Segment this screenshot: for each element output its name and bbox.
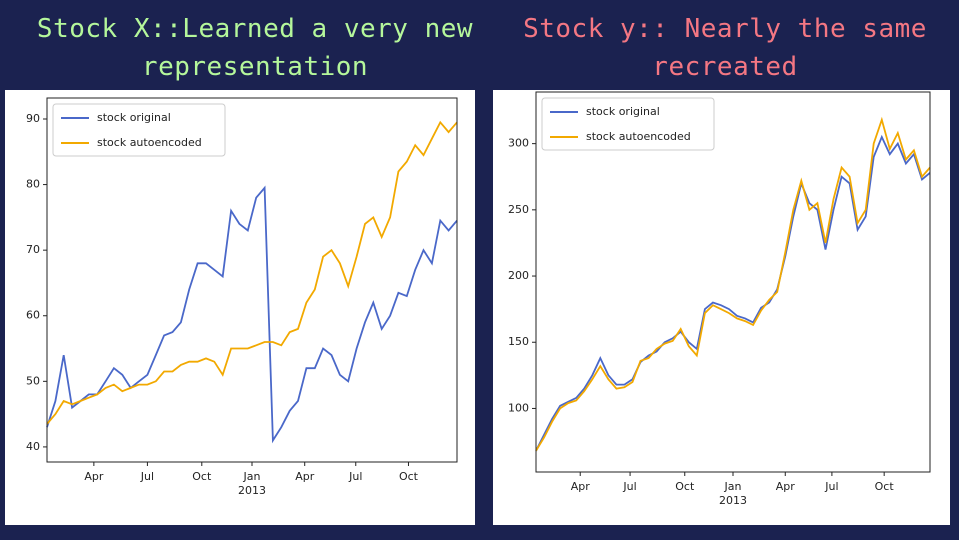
x-tick-label: Jul (140, 470, 154, 483)
panel (5, 90, 475, 525)
y-tick-label: 50 (26, 374, 40, 387)
y-tick-label: 250 (508, 203, 529, 216)
series-line (46, 185, 458, 444)
y-tick-label: 70 (26, 243, 40, 256)
x-tick-label: Apr (571, 480, 591, 493)
y-tick-label: 300 (508, 137, 529, 150)
panel (493, 90, 950, 525)
series-line (535, 134, 931, 452)
legend-box (52, 103, 226, 157)
x-tick-label: Jan (243, 470, 261, 483)
y-tick-label: 40 (26, 440, 40, 453)
plot-frame (46, 97, 458, 463)
legend-label: stock autoencoded (97, 136, 202, 149)
y-tick-label: 100 (508, 401, 529, 414)
x-tick-label: Apr (776, 480, 796, 493)
x-year-label: 2013 (719, 494, 747, 507)
legend-label: stock autoencoded (586, 130, 691, 143)
legend-box (541, 97, 715, 151)
x-tick-label: Jul (824, 480, 838, 493)
y-tick-label: 60 (26, 309, 40, 322)
y-tick-label: 90 (26, 112, 40, 125)
x-tick-label: Oct (675, 480, 695, 493)
x-tick-label: Oct (399, 470, 419, 483)
chart-title: Stock y:: Nearly the same recreated (523, 14, 927, 82)
x-tick-label: Oct (192, 470, 212, 483)
x-tick-label: Jan (724, 480, 742, 493)
y-tick-label: 80 (26, 178, 40, 191)
y-tick-label: 200 (508, 269, 529, 282)
plot-frame (535, 91, 931, 473)
series-line (535, 116, 931, 452)
x-tick-label: Oct (875, 480, 895, 493)
legend-label: stock original (97, 111, 171, 124)
chart-title: Stock X::Learned a very new representati… (36, 14, 474, 82)
legend-label: stock original (586, 105, 660, 118)
x-tick-label: Jul (348, 470, 362, 483)
series-line (46, 120, 458, 425)
x-year-label: 2013 (238, 484, 266, 497)
x-tick-label: Jul (622, 480, 636, 493)
x-tick-label: Apr (295, 470, 315, 483)
x-tick-label: Apr (84, 470, 104, 483)
y-tick-label: 150 (508, 335, 529, 348)
